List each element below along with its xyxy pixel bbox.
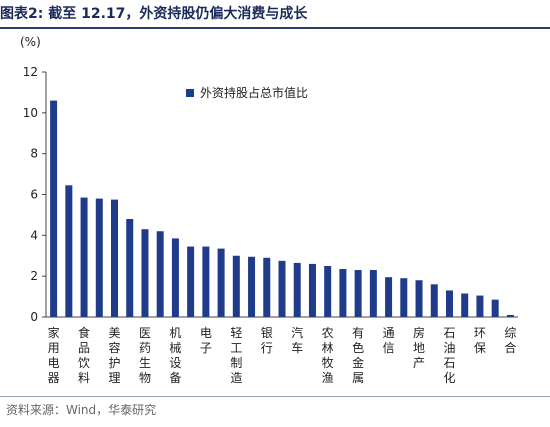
x-tick-label: 机械设备 — [169, 326, 181, 385]
x-tick-label: 综合 — [504, 326, 516, 355]
y-tick-label: 6 — [30, 188, 38, 202]
legend-label: 外资持股占总市值比 — [200, 85, 308, 100]
y-tick-label: 2 — [30, 269, 38, 283]
legend: 外资持股占总市值比 — [186, 85, 308, 100]
bar — [385, 277, 393, 317]
bar — [95, 198, 103, 317]
y-tick-label: 12 — [23, 65, 38, 79]
bar — [202, 246, 210, 317]
y-tick-label: 8 — [30, 147, 38, 161]
bar — [126, 219, 134, 317]
bar — [415, 280, 423, 317]
bar — [461, 293, 469, 317]
x-tick-label: 食品饮料 — [78, 325, 90, 385]
bar — [506, 314, 514, 317]
bar — [445, 290, 453, 317]
bar — [141, 229, 149, 317]
x-tick-label: 电子 — [200, 326, 212, 355]
y-tick-label: 0 — [30, 310, 38, 324]
bar-series — [50, 100, 514, 317]
bar — [232, 255, 240, 317]
bar — [263, 257, 271, 317]
bar — [476, 295, 484, 317]
bar — [80, 197, 88, 317]
x-tick-label: 汽车 — [291, 325, 303, 355]
bar — [50, 100, 58, 317]
bar — [248, 256, 256, 317]
x-tick-label: 家用电器 — [48, 325, 60, 385]
bar — [400, 278, 408, 317]
legend-swatch — [186, 89, 194, 97]
bar — [278, 260, 286, 317]
bar — [324, 265, 332, 317]
x-tick-label: 轻工制造 — [230, 326, 242, 385]
x-tick-label: 美容护理 — [109, 326, 121, 385]
bar — [65, 185, 73, 317]
bar — [156, 231, 164, 317]
bar — [187, 246, 195, 317]
y-axis-unit: (%) — [20, 35, 41, 49]
bar — [369, 270, 377, 317]
x-tick-label: 通信 — [383, 326, 395, 355]
x-tick-label: 房地产 — [413, 325, 425, 370]
bar — [293, 262, 301, 317]
bar — [339, 269, 347, 317]
bar — [308, 263, 316, 317]
bar — [111, 199, 119, 317]
bar — [430, 284, 438, 317]
bar — [171, 238, 179, 317]
x-tick-label: 银行 — [261, 326, 273, 355]
x-tick-label: 环保 — [474, 326, 486, 355]
footer-divider — [0, 396, 550, 397]
title-bar: 图表2: 截至 12.17，外资持股仍偏大消费与成长 — [0, 0, 550, 29]
chart-axes: (%) 0 2 4 6 8 10 12 — [20, 35, 518, 324]
bar — [217, 248, 225, 317]
chart-title: 图表2: 截至 12.17，外资持股仍偏大消费与成长 — [0, 6, 308, 22]
bar — [354, 270, 362, 317]
x-tick-label: 石油石化 — [443, 326, 455, 385]
bar — [491, 299, 499, 317]
y-tick-label: 4 — [30, 228, 38, 242]
source-note: 资料来源：Wind，华泰研究 — [6, 403, 157, 417]
x-tick-label: 有色金属 — [352, 326, 364, 385]
y-tick-label: 10 — [23, 106, 38, 120]
x-tick-label: 医药生物 — [139, 326, 151, 385]
title-divider — [0, 27, 550, 29]
x-tick-label: 农林牧渔 — [322, 326, 334, 385]
